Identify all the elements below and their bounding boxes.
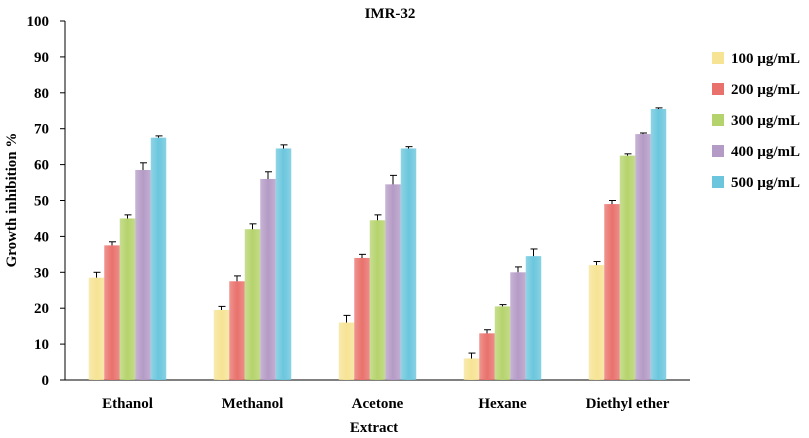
legend-label: 300 µg/mL bbox=[731, 113, 800, 129]
bar bbox=[354, 257, 370, 380]
bar bbox=[213, 309, 230, 380]
bar bbox=[244, 229, 261, 380]
bar bbox=[479, 333, 495, 380]
bar bbox=[588, 265, 605, 380]
legend-swatch bbox=[712, 83, 724, 95]
bar bbox=[275, 148, 292, 380]
y-tick-label: 70 bbox=[34, 122, 49, 138]
legend-label: 400 µg/mL bbox=[731, 144, 800, 160]
y-tick-label: 0 bbox=[42, 373, 50, 389]
bar bbox=[135, 169, 151, 380]
bar bbox=[650, 108, 667, 380]
legend-label: 500 µg/mL bbox=[731, 175, 800, 191]
legend-label: 200 µg/mL bbox=[731, 82, 800, 98]
x-tick-label: Acetone bbox=[352, 396, 404, 412]
bar bbox=[88, 277, 105, 380]
bar bbox=[119, 218, 136, 380]
legend-swatch bbox=[712, 145, 724, 157]
legend-swatch bbox=[712, 52, 724, 64]
bar bbox=[150, 137, 167, 380]
chart-title: IMR-32 bbox=[365, 6, 416, 22]
bar bbox=[369, 220, 386, 380]
bar bbox=[229, 281, 245, 380]
bar bbox=[619, 155, 636, 380]
y-tick-label: 20 bbox=[34, 301, 49, 317]
legend: 100 µg/mL 200 µg/mL 300 µg/mL 400 µg/mL 500 … bbox=[712, 51, 800, 191]
x-tick-label: Hexane bbox=[478, 396, 527, 412]
y-tick-label: 10 bbox=[34, 337, 49, 353]
y-tick-label: 100 bbox=[27, 14, 50, 30]
x-axis-label: Extract bbox=[350, 420, 398, 436]
y-tick-label: 30 bbox=[34, 265, 49, 281]
y-tick-label: 60 bbox=[34, 158, 49, 174]
bar bbox=[400, 148, 417, 380]
plot-area: 0 10 20 30 40 50 60 70 80 90 100 Ethanol Methanol Ace… bbox=[27, 14, 690, 412]
y-tick-label: 80 bbox=[34, 86, 49, 102]
y-tick-label: 90 bbox=[34, 50, 49, 66]
y-tick-label: 40 bbox=[34, 229, 49, 245]
x-tick-label: Diethyl ether bbox=[586, 396, 670, 412]
legend-label: 100 µg/mL bbox=[731, 51, 800, 67]
x-tick-label: Methanol bbox=[222, 396, 284, 412]
bar bbox=[338, 322, 355, 380]
bar bbox=[463, 358, 480, 380]
bar bbox=[494, 306, 511, 380]
x-tick-label: Ethanol bbox=[102, 396, 153, 412]
bar bbox=[635, 134, 651, 380]
bar bbox=[104, 245, 120, 380]
bar bbox=[385, 184, 401, 380]
bar bbox=[510, 272, 526, 380]
y-tick-label: 50 bbox=[34, 194, 49, 210]
bar bbox=[260, 178, 276, 380]
legend-swatch bbox=[712, 176, 724, 188]
bar bbox=[525, 256, 542, 380]
bar bbox=[604, 204, 620, 380]
y-axis-label: Growth inhibition % bbox=[4, 133, 20, 268]
legend-swatch bbox=[712, 114, 724, 126]
